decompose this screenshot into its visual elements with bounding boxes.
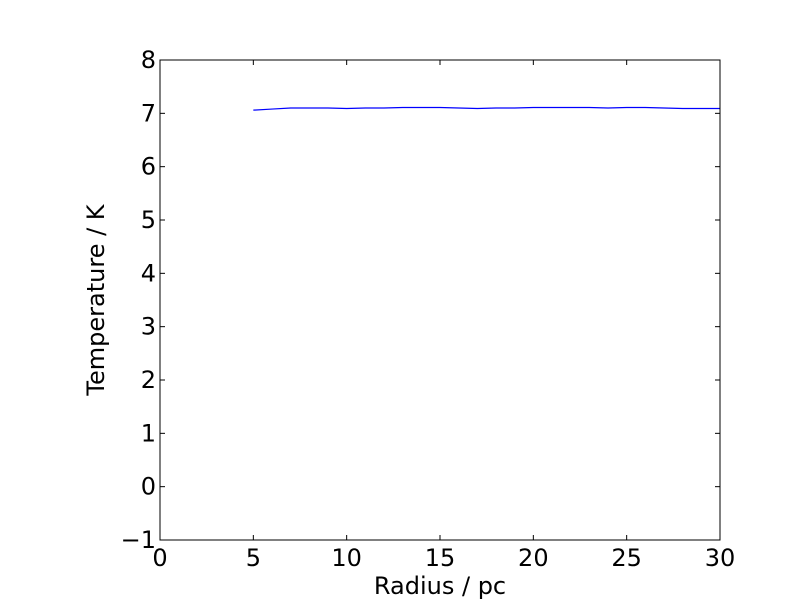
- data-point: [458, 107, 459, 108]
- series-line: [253, 106, 720, 111]
- data-point: [495, 107, 496, 108]
- data-point: [645, 107, 646, 108]
- data-point: [421, 107, 422, 108]
- data-point: [346, 108, 347, 109]
- data-point: [477, 108, 478, 109]
- x-tick-label: 25: [611, 544, 642, 572]
- y-tick-label: −1: [121, 526, 156, 554]
- data-point: [271, 108, 272, 109]
- x-tick-label: 10: [331, 544, 362, 572]
- data-point: [439, 107, 440, 108]
- data-point: [589, 107, 590, 108]
- y-tick-label: 4: [141, 259, 156, 287]
- plot-area: [160, 60, 720, 540]
- x-tick-label: 20: [518, 544, 549, 572]
- data-point: [383, 107, 384, 108]
- y-axis-label: Temperature / K: [82, 203, 110, 396]
- data-point: [570, 107, 571, 108]
- data-point: [701, 108, 702, 109]
- data-point: [402, 107, 403, 108]
- y-tick-label: 5: [141, 206, 156, 234]
- data-point: [626, 107, 627, 108]
- data-point: [365, 107, 366, 108]
- x-tick-label: 30: [705, 544, 736, 572]
- data-point: [253, 110, 254, 111]
- data-point: [607, 107, 608, 108]
- y-tick-label: 7: [141, 99, 156, 127]
- data-point: [290, 107, 291, 108]
- y-tick-label: 0: [141, 473, 156, 501]
- data-point: [533, 107, 534, 108]
- y-tick-label: 1: [141, 419, 156, 447]
- y-tick-label: 2: [141, 366, 156, 394]
- x-tick-label: 5: [246, 544, 261, 572]
- x-tick-label: 15: [425, 544, 456, 572]
- y-tick-label: 6: [141, 153, 156, 181]
- data-point: [663, 107, 664, 108]
- x-tick-label: 0: [152, 544, 167, 572]
- data-point: [551, 107, 552, 108]
- y-tick-label: 8: [141, 46, 156, 74]
- data-point: [327, 107, 328, 108]
- data-point: [682, 108, 683, 109]
- data-point: [309, 107, 310, 108]
- x-axis-label: Radius / pc: [374, 572, 506, 600]
- plot-frame: [159, 59, 721, 541]
- y-tick-label: 3: [141, 313, 156, 341]
- data-point: [514, 107, 515, 108]
- series-layer: [253, 106, 720, 111]
